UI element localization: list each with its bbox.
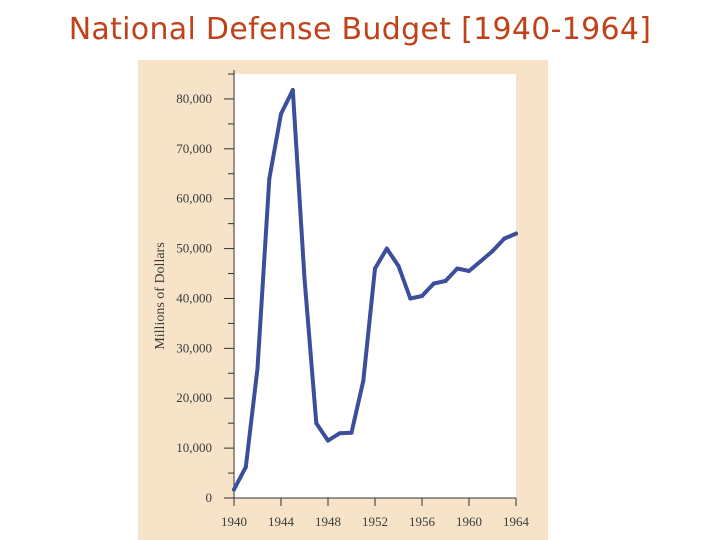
y-tick-label: 10,000 [176, 440, 212, 455]
y-tick-label: 30,000 [176, 340, 212, 355]
y-tick-label: 0 [206, 490, 213, 505]
x-tick-label: 1964 [503, 514, 530, 529]
data-point [384, 246, 389, 251]
data-point [514, 231, 518, 236]
slide-title: National Defense Budget [1940-1964] [68, 12, 652, 47]
y-axis-title: Millions of Dollars [153, 242, 168, 349]
data-point [443, 279, 448, 283]
x-tick-label: 1952 [362, 514, 388, 529]
data-point [337, 431, 342, 436]
data-point [361, 378, 366, 383]
data-point [478, 259, 483, 264]
y-tick-label: 70,000 [176, 141, 212, 156]
y-tick-label: 50,000 [176, 241, 212, 256]
data-point [431, 281, 436, 286]
y-tick-label: 60,000 [176, 191, 212, 206]
data-point [279, 111, 283, 116]
defense-budget-line-chart: 0 10,000 20,000 30,000 40,000 50,000 60,000 70,… [153, 70, 530, 529]
data-point [302, 276, 307, 281]
data-point [467, 269, 471, 273]
data-point [232, 487, 236, 492]
x-tick-label: 1944 [268, 514, 295, 529]
chart-panel: 0 10,000 20,000 30,000 40,000 50,000 60,000 70,… [138, 60, 548, 540]
y-tick-label: 40,000 [176, 290, 212, 305]
y-tick-label: 20,000 [176, 390, 212, 405]
data-point [326, 438, 330, 443]
x-tick-label: 1948 [315, 514, 341, 529]
data-point [255, 366, 260, 371]
data-point [267, 176, 272, 181]
data-point [290, 88, 295, 92]
y-tick-label: 80,000 [176, 91, 212, 106]
x-tick-label: 1960 [456, 514, 482, 529]
x-tick-label: 1956 [409, 514, 436, 529]
x-tick-label: 1940 [221, 514, 247, 529]
data-point [314, 421, 319, 426]
data-point [408, 296, 413, 301]
data-point [502, 236, 507, 241]
data-point [243, 465, 248, 470]
data-point [490, 249, 495, 254]
data-point [455, 266, 460, 271]
data-point [349, 430, 354, 435]
data-point [396, 264, 401, 268]
data-point [373, 266, 377, 271]
data-point [420, 294, 424, 298]
